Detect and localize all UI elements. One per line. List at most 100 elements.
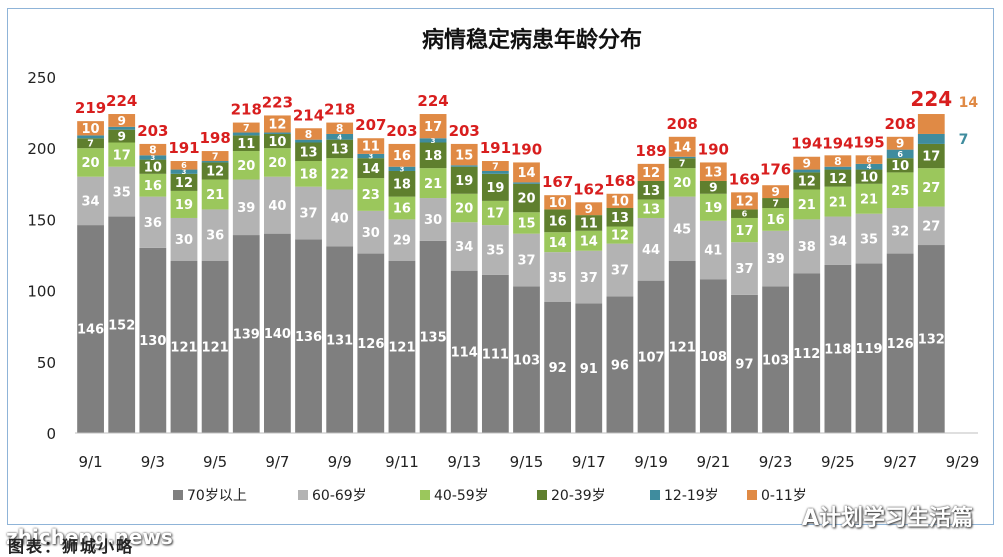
segment-label: 140 xyxy=(264,327,291,342)
y-tick-label: 200 xyxy=(27,140,56,158)
x-tick-label: 9/7 xyxy=(265,453,289,471)
bar-segment xyxy=(886,136,914,150)
total-label: 219 xyxy=(75,99,106,117)
segment-label: 16 xyxy=(549,215,567,230)
segment-label: 3 xyxy=(368,153,373,161)
segment-label: 21 xyxy=(798,198,816,213)
segment-label: 37 xyxy=(611,264,629,279)
bar-segment xyxy=(77,138,104,149)
bar-segment xyxy=(77,135,104,139)
legend-swatch xyxy=(650,490,660,500)
segment-label: 6 xyxy=(742,209,748,219)
segment-label: 112 xyxy=(793,347,820,362)
chart-frame: 病情稳定病患年龄分布 0 50 100 150 200 250 146 34 20 7 10 219… xyxy=(7,8,994,525)
bar-segment xyxy=(731,294,758,433)
x-tick-label: 9/25 xyxy=(821,453,855,471)
segment-label: 139 xyxy=(233,328,260,343)
segment-label: 10 xyxy=(82,122,100,137)
x-tick-label: 9/15 xyxy=(510,453,544,471)
segment-label: 12 xyxy=(206,165,224,180)
bar-segment xyxy=(201,179,229,210)
segment-label: 119 xyxy=(855,342,882,357)
bar-segment xyxy=(668,136,696,157)
segment-label: 13 xyxy=(704,165,722,180)
bar-segment xyxy=(886,208,914,254)
segment-label: 29 xyxy=(393,234,411,249)
segment-label: 35 xyxy=(549,271,567,286)
bar-segment xyxy=(513,286,540,433)
total-label: 189 xyxy=(635,142,666,160)
bar-segment xyxy=(201,151,229,162)
bar-segment xyxy=(668,260,696,433)
bar-segment xyxy=(77,148,104,177)
segment-label: 3 xyxy=(400,165,405,173)
segment-label: 20 xyxy=(237,159,255,174)
bar-segment xyxy=(793,172,821,190)
segment-label: 13 xyxy=(299,145,317,160)
x-tick-label: 9/29 xyxy=(946,453,980,471)
segment-label: 39 xyxy=(767,252,785,267)
segment-label: 132 xyxy=(918,333,945,348)
segment-label: 3 xyxy=(150,154,155,162)
bar-segment xyxy=(139,159,167,174)
bar-segment xyxy=(139,196,167,248)
bar-segment xyxy=(699,162,727,181)
segment-label: 34 xyxy=(455,240,473,255)
total-label: 214 xyxy=(293,106,324,124)
segment-label: 12 xyxy=(829,172,847,187)
bar-segment xyxy=(326,139,354,159)
segment-label: 15 xyxy=(517,217,535,232)
segment-label: 18 xyxy=(299,168,317,183)
bar-segment xyxy=(637,280,665,433)
segment-label: 41 xyxy=(704,244,722,259)
bar-segment xyxy=(917,168,945,207)
legend-label: 60-69岁 xyxy=(312,488,367,504)
bar-segment xyxy=(699,180,727,194)
bar-segment xyxy=(824,264,852,433)
bar-segment xyxy=(419,198,447,241)
segment-label: 10 xyxy=(549,196,567,211)
bar-segment xyxy=(731,192,758,210)
bar-segment xyxy=(606,226,634,244)
bar-segment xyxy=(450,222,478,271)
bar-segment xyxy=(264,132,291,134)
segment-label: 19 xyxy=(704,201,722,216)
segment-label: 10 xyxy=(611,195,629,210)
bar-segment xyxy=(264,133,291,149)
segment-label: 7 xyxy=(87,139,94,150)
bar-segment xyxy=(513,233,540,287)
segment-label: 19 xyxy=(486,181,504,196)
bar-segment xyxy=(699,220,727,280)
segment-label: 17 xyxy=(113,148,131,163)
bar-segment xyxy=(170,260,198,433)
x-tick-label: 9/3 xyxy=(141,453,165,471)
segment-label: 40 xyxy=(331,212,349,227)
segment-label: 97 xyxy=(735,358,753,373)
segment-label: 17 xyxy=(922,150,940,165)
segment-label: 39 xyxy=(237,201,255,216)
bar-segment xyxy=(108,114,136,127)
bar-segment xyxy=(357,158,385,179)
bar-segment xyxy=(855,213,883,264)
total-label: 203 xyxy=(449,122,480,140)
total-label: 224 xyxy=(106,92,137,110)
segment-label: 12 xyxy=(798,175,816,190)
segment-label: 13 xyxy=(642,184,660,199)
segment-label: 19 xyxy=(455,174,473,189)
segment-label: 21 xyxy=(424,177,442,192)
bar-segment xyxy=(139,173,167,197)
segment-label: 30 xyxy=(424,213,442,228)
bar-segment xyxy=(637,199,665,218)
bar-segment xyxy=(295,142,322,162)
segment-label: 30 xyxy=(175,233,193,248)
segment-label: 8 xyxy=(305,128,313,141)
segment-label: 152 xyxy=(108,318,135,333)
segment-label: 9 xyxy=(709,181,717,195)
total-label: 191 xyxy=(480,139,511,157)
segment-label: 20 xyxy=(82,156,100,171)
segment-label: 16 xyxy=(144,179,162,194)
bars-group: 1463420710219152351799224130361610382031… xyxy=(75,87,978,433)
total-label: 208 xyxy=(884,115,915,133)
bar-segment xyxy=(731,242,758,295)
bar-segment xyxy=(201,209,229,261)
